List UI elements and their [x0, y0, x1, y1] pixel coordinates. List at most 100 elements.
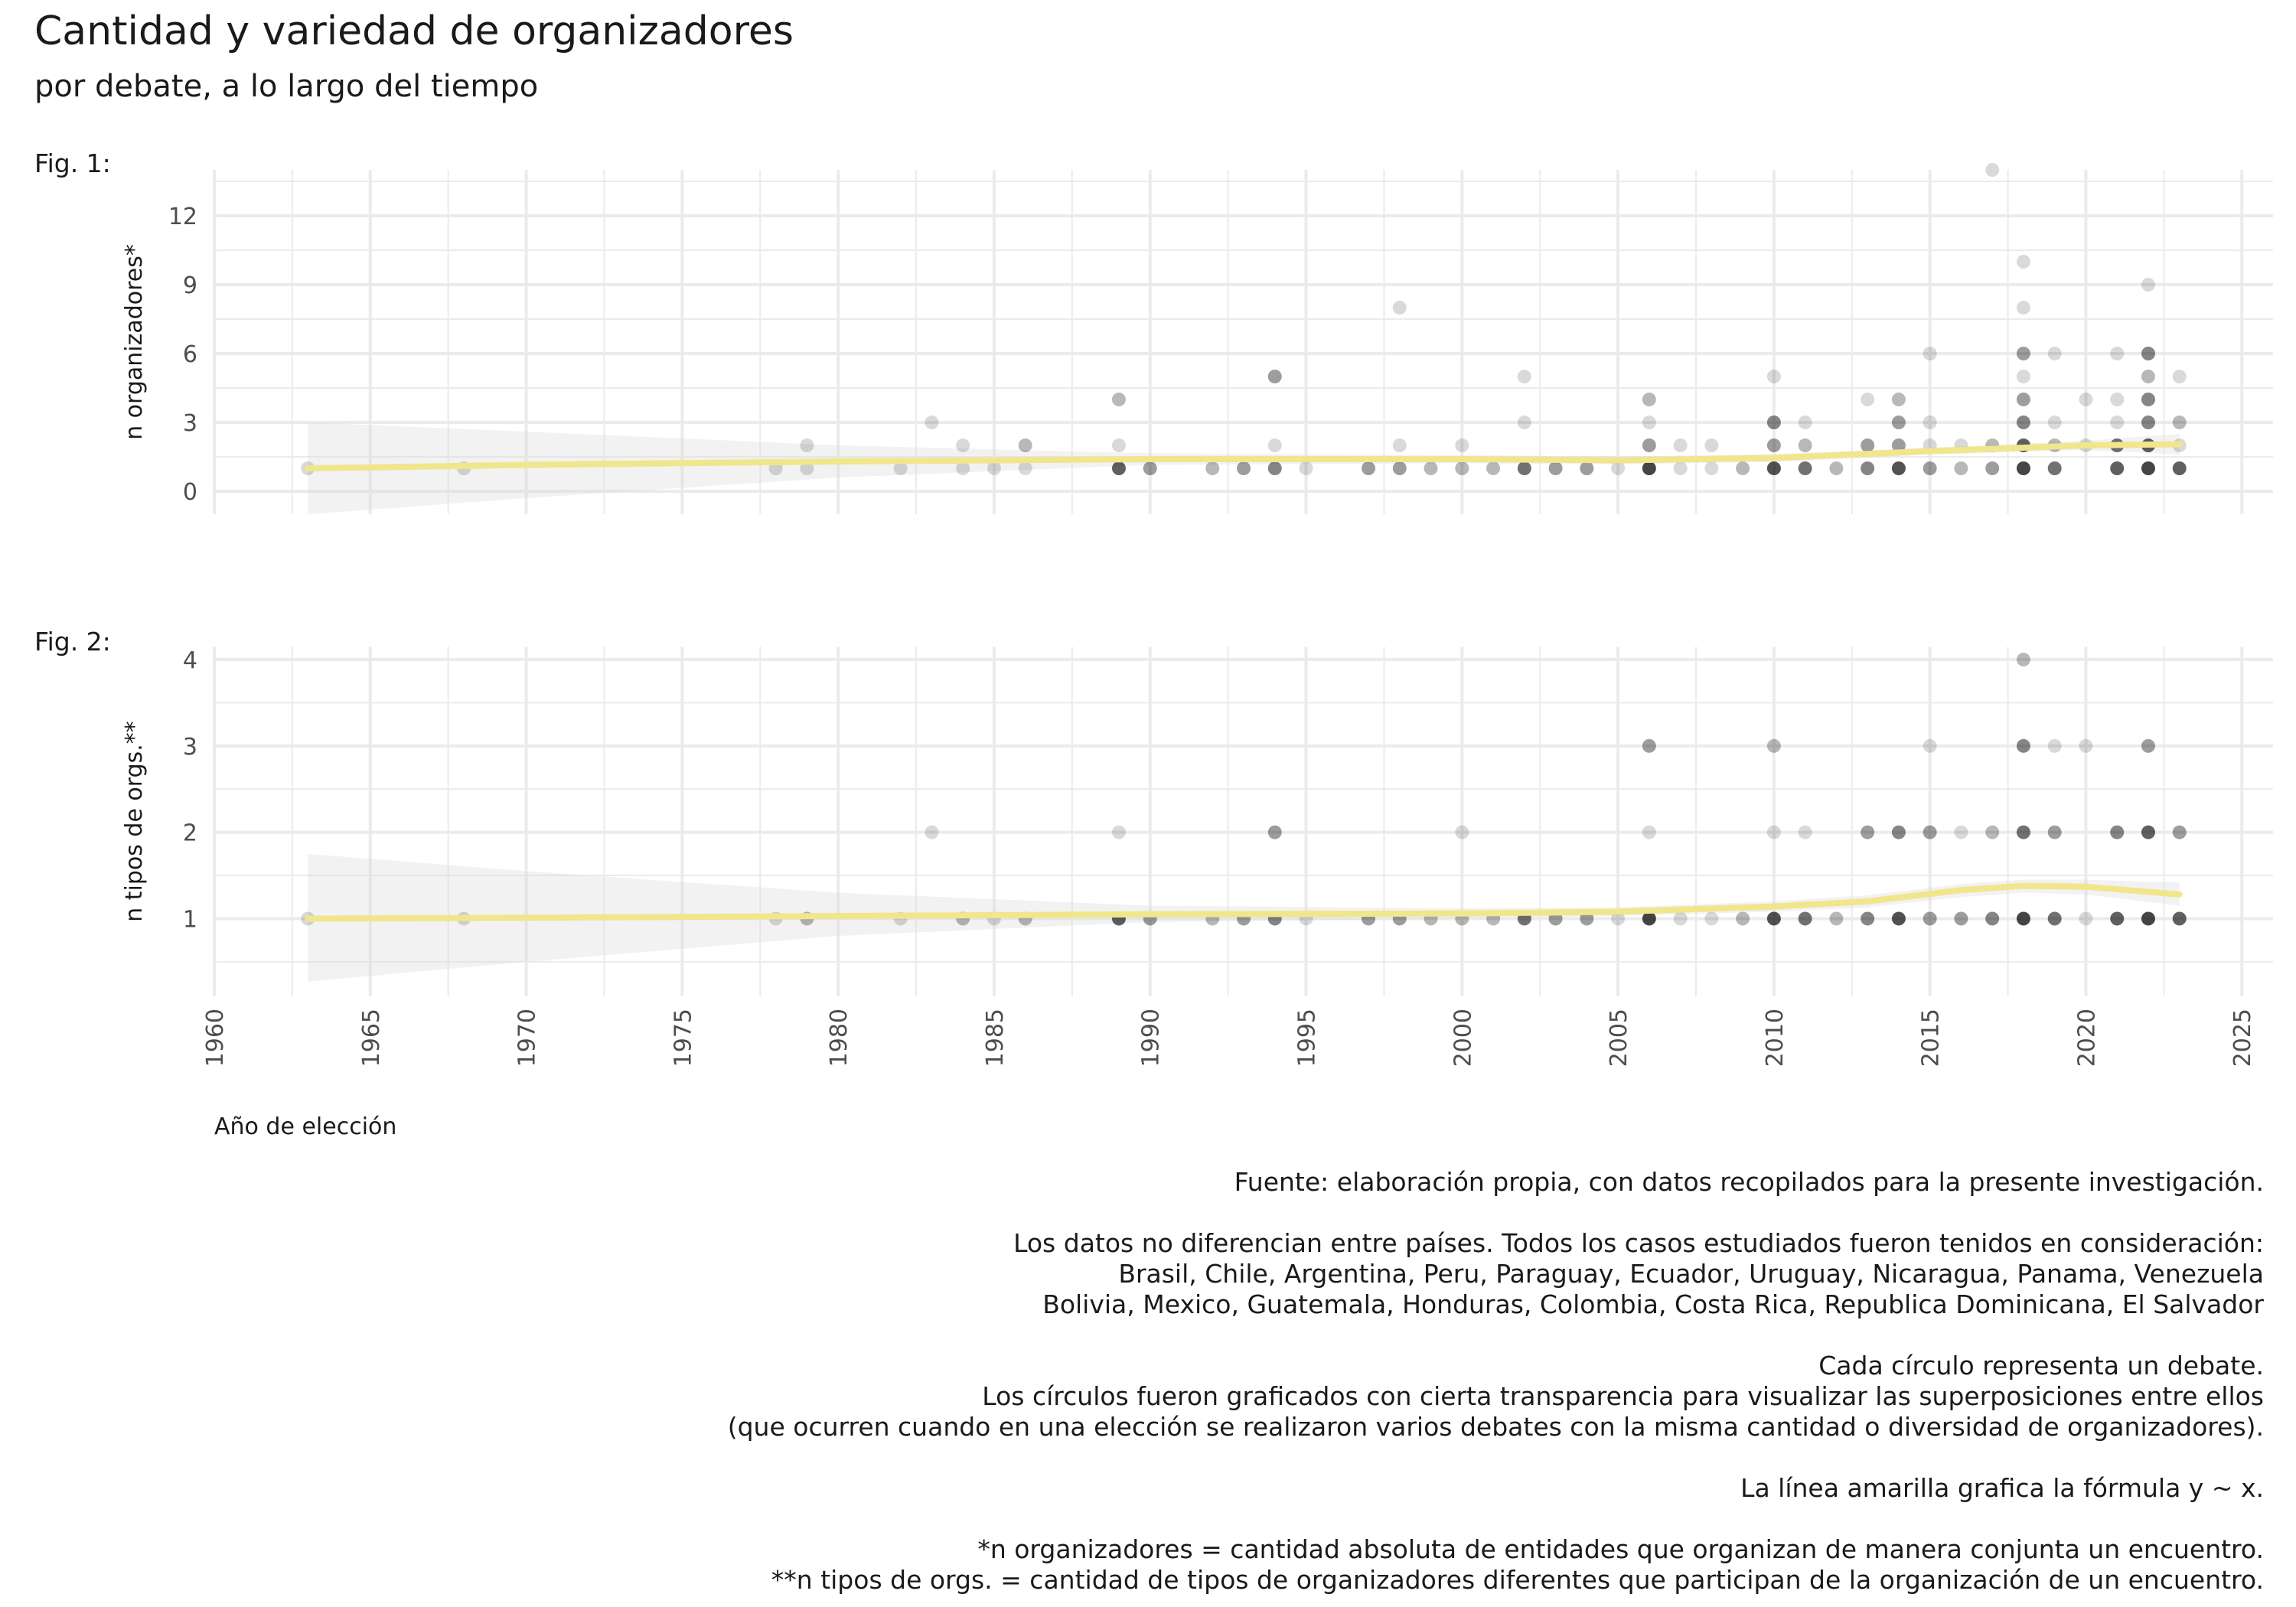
- data-point: [1798, 825, 1812, 839]
- x-tick-label: 1975: [670, 1009, 696, 1067]
- y-tick-label: 4: [183, 647, 197, 674]
- data-point: [893, 461, 908, 475]
- data-point: [2141, 278, 2155, 292]
- x-tick-label: 1990: [1138, 1009, 1165, 1067]
- data-point: [1891, 438, 1906, 452]
- data-point: [2047, 911, 2062, 926]
- data-point: [1267, 370, 1282, 383]
- y-tick-label: 3: [183, 410, 197, 437]
- data-point: [925, 416, 939, 429]
- data-point: [2141, 825, 2155, 839]
- data-point: [2172, 911, 2187, 926]
- data-point: [1891, 825, 1906, 839]
- data-point: [2172, 825, 2187, 839]
- data-point: [2110, 461, 2125, 475]
- x-tick-label: 1985: [982, 1009, 1009, 1067]
- data-point: [987, 461, 1001, 475]
- caption-circle-2: Los círculos fueron graficados con ciert…: [982, 1381, 2264, 1411]
- confidence-ribbon: [308, 853, 2180, 982]
- x-tick-label: 2000: [1450, 1009, 1476, 1067]
- x-tick-label: 1960: [202, 1009, 229, 1067]
- data-point: [925, 825, 939, 839]
- data-point: [2047, 825, 2062, 839]
- data-point: [1954, 911, 1968, 926]
- data-point: [1954, 461, 1968, 475]
- data-point: [1392, 461, 1407, 475]
- data-point: [1766, 738, 1781, 753]
- data-point: [1985, 911, 2000, 926]
- chart-title: Cantidad y variedad de organizadores: [34, 8, 794, 54]
- data-point: [1673, 461, 1688, 475]
- data-point: [1766, 438, 1781, 452]
- data-point: [1985, 163, 2000, 177]
- data-point: [2141, 370, 2155, 383]
- data-point: [1891, 416, 1906, 429]
- data-point: [1205, 461, 1220, 475]
- data-point: [1891, 911, 1906, 926]
- x-axis-label: Año de elección: [214, 1113, 396, 1140]
- data-point: [1424, 461, 1438, 475]
- data-point: [1704, 461, 1719, 475]
- data-point: [1861, 393, 1875, 406]
- data-point: [1455, 438, 1469, 452]
- data-point: [1642, 911, 1656, 926]
- data-point: [1611, 911, 1626, 926]
- caption-countries-1: Brasil, Chile, Argentina, Peru, Paraguay…: [1118, 1259, 2264, 1289]
- data-point: [1923, 347, 1937, 360]
- data-point: [1642, 738, 1656, 753]
- panel-fig-2: Fig. 2: 1 2 3 4 n tipos de orgs.** 1960 1965 197…: [34, 627, 2273, 1067]
- data-point: [1923, 825, 1937, 839]
- data-point: [1923, 738, 1937, 753]
- data-point: [2141, 347, 2155, 360]
- data-point: [956, 438, 970, 452]
- data-point: [1798, 911, 1812, 926]
- data-point: [1580, 911, 1594, 926]
- x-tick-label: 1980: [826, 1009, 853, 1067]
- caption-source: Fuente: elaboración propia, con datos re…: [1234, 1167, 2264, 1197]
- data-point: [2079, 393, 2093, 406]
- panel-tag: Fig. 2:: [34, 627, 111, 657]
- data-point: [2141, 416, 2155, 429]
- data-point: [1018, 438, 1032, 452]
- data-point: [2047, 738, 2062, 753]
- data-point: [1111, 825, 1126, 839]
- caption-note-1: *n organizadores = cantidad absoluta de …: [977, 1534, 2264, 1564]
- y-tick-label: 12: [168, 204, 197, 230]
- data-point: [1642, 438, 1656, 452]
- data-point: [1517, 416, 1531, 429]
- caption-line-note: La línea amarilla grafica la fórmula y ~…: [1740, 1473, 2264, 1503]
- data-point: [2016, 393, 2030, 406]
- data-point: [1829, 461, 1844, 475]
- data-point: [1829, 911, 1844, 926]
- data-point: [1486, 461, 1501, 475]
- data-point: [1798, 461, 1812, 475]
- x-tick-label: 2020: [2073, 1009, 2100, 1067]
- y-tick-label: 1: [183, 906, 197, 933]
- x-tick-label: 1965: [358, 1009, 385, 1067]
- data-point: [2016, 255, 2030, 269]
- data-point: [2047, 461, 2062, 475]
- confidence-ribbon: [308, 422, 2180, 514]
- data-point: [2172, 370, 2187, 383]
- caption-countries-2: Bolivia, Mexico, Guatemala, Honduras, Co…: [1042, 1289, 2264, 1319]
- data-point: [1766, 911, 1781, 926]
- data-point: [2047, 416, 2062, 429]
- caption-circle-1: Cada círculo representa un debate.: [1818, 1351, 2264, 1380]
- data-point: [1267, 461, 1282, 475]
- data-point: [1861, 911, 1875, 926]
- data-point: [2016, 370, 2030, 383]
- y-axis-label: n tipos de orgs.**: [121, 721, 148, 922]
- data-point: [1766, 825, 1781, 839]
- data-point: [1143, 461, 1157, 475]
- data-point: [800, 461, 814, 475]
- data-point: [1766, 370, 1781, 383]
- data-point: [1736, 911, 1750, 926]
- data-point: [1704, 911, 1719, 926]
- caption-circle-3: (que ocurren cuando en una elección se r…: [727, 1412, 2264, 1442]
- x-tick-label: 2005: [1606, 1009, 1632, 1067]
- smooth-line: [305, 882, 2183, 922]
- data-point: [1798, 416, 1812, 429]
- data-point: [1985, 461, 2000, 475]
- data-point: [1392, 301, 1407, 315]
